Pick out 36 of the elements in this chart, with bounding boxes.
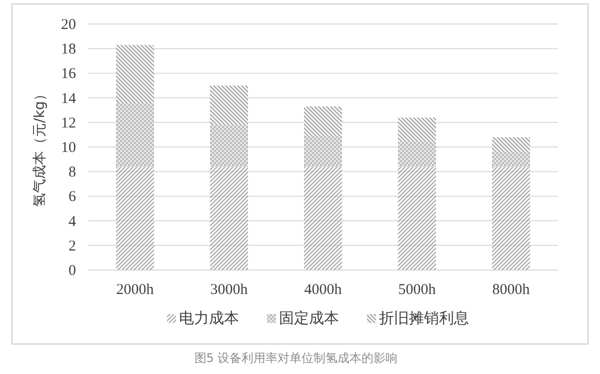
bar (398, 166, 436, 270)
y-tick-label: 12 (61, 115, 76, 132)
bar (116, 44, 154, 103)
y-tick-label: 8 (68, 164, 76, 181)
y-tick-label: 6 (68, 189, 76, 206)
y-tick-label: 2 (68, 238, 76, 254)
y-tick-label: 18 (61, 42, 76, 58)
caption: 图5 设备利用率对单位制氢成本的影响 (194, 351, 398, 365)
y-tick-label: 4 (68, 214, 76, 230)
bar (492, 166, 530, 270)
bar (304, 136, 342, 167)
bar (116, 102, 154, 167)
y-axis-title: 氢气成本（元/kg） (32, 87, 48, 207)
y-tick-label: 10 (61, 140, 76, 156)
legend-label: 电力成本 (179, 309, 239, 327)
y-tick-label: 20 (61, 17, 76, 33)
legend-label: 固定成本 (279, 309, 339, 327)
bar (492, 137, 530, 152)
y-tick-label: 14 (61, 90, 76, 107)
bar (210, 124, 248, 167)
bar (398, 117, 436, 142)
legend-label: 折旧摊销利息 (379, 309, 469, 327)
y-tick-label: 16 (61, 66, 76, 82)
x-tick-label: 8000h (492, 282, 530, 298)
x-tick-label: 5000h (398, 282, 436, 298)
y-tick-label: 0 (68, 263, 76, 279)
bar (492, 152, 530, 167)
x-tick-label: 3000h (210, 282, 248, 298)
bar (210, 86, 248, 125)
bar (398, 142, 436, 167)
x-tick-label: 4000h (304, 282, 342, 298)
bar (116, 166, 154, 270)
bar (210, 166, 248, 270)
x-tick-label: 2000h (116, 282, 154, 298)
bar (304, 166, 342, 270)
bar (304, 106, 342, 136)
